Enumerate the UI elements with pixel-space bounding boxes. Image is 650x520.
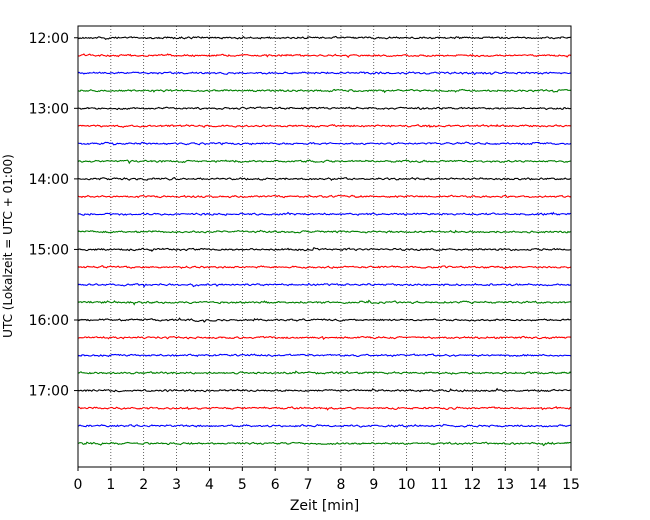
x-tick-label: 0	[74, 477, 83, 493]
y-tick-label: 16:00	[29, 313, 69, 329]
y-axis: 12:00 13:00 14:00 15:00 16:00 17:00	[29, 31, 78, 400]
trace-line	[77, 53, 572, 59]
plot-frame	[77, 25, 572, 468]
trace-line	[77, 35, 572, 40]
trace-line	[77, 387, 572, 393]
trace-line	[77, 71, 572, 76]
x-axis: 0 1 2 3 4 5 6 7 8 9 10 11 12 13 14 15	[74, 467, 580, 493]
y-tick-label: 13:00	[29, 101, 69, 117]
grid-lines	[110, 26, 539, 467]
x-tick-label: 7	[304, 477, 313, 493]
trace-line	[77, 441, 572, 447]
trace-line	[77, 282, 572, 288]
x-tick-label: 8	[336, 477, 345, 493]
trace-line	[77, 405, 572, 411]
y-tick-label: 17:00	[29, 384, 69, 400]
x-tick-label: 11	[431, 477, 449, 493]
x-tick-label: 12	[463, 477, 481, 493]
x-tick-label: 2	[139, 477, 148, 493]
y-tick-label: 15:00	[29, 242, 69, 258]
x-tick-label: 1	[106, 477, 115, 493]
x-tick-label: 10	[398, 477, 416, 493]
x-tick-label: 4	[205, 477, 214, 493]
trace-line	[77, 335, 572, 341]
trace-line	[77, 317, 572, 323]
trace-line	[77, 247, 572, 252]
trace-line	[77, 211, 572, 216]
x-tick-label: 13	[496, 477, 514, 493]
trace-line	[77, 159, 572, 165]
trace-line	[77, 353, 572, 358]
trace-group	[77, 35, 572, 447]
trace-line	[77, 370, 572, 375]
trace-line	[77, 194, 572, 199]
x-tick-label: 14	[529, 477, 547, 493]
x-tick-label: 6	[271, 477, 280, 493]
x-tick-label: 5	[238, 477, 247, 493]
y-tick-label: 12:00	[29, 31, 69, 47]
trace-line	[77, 123, 572, 128]
trace-line	[77, 141, 572, 146]
trace-line	[77, 423, 572, 428]
x-tick-label: 9	[369, 477, 378, 493]
trace-line	[77, 88, 572, 94]
trace-line	[77, 299, 572, 306]
x-axis-label: Zeit [min]	[290, 498, 359, 514]
x-tick-label: 15	[562, 477, 580, 493]
y-tick-label: 14:00	[29, 172, 69, 188]
y-axis-label: UTC (Lokalzeit = UTC + 01:00)	[1, 154, 15, 338]
trace-line	[77, 265, 572, 270]
trace-line	[77, 229, 572, 234]
trace-line	[77, 106, 572, 111]
trace-line	[77, 177, 572, 182]
x-tick-label: 3	[172, 477, 181, 493]
